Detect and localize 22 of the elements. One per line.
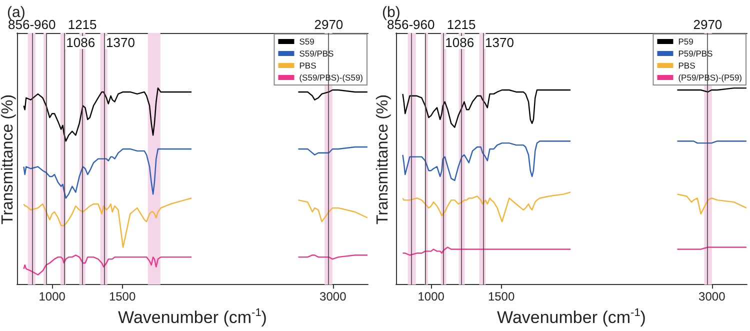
x-tick-label: 1500 <box>488 290 515 304</box>
ref-line-label: 2970 <box>314 17 344 32</box>
legend-label: PBS <box>299 60 317 70</box>
chart-title: (a) <box>7 4 26 21</box>
x-tick-label: 3000 <box>698 290 726 304</box>
x-tick-label: 1000 <box>38 290 66 304</box>
legend-label: PBS <box>678 60 696 70</box>
ref-line-label: 1086 <box>66 35 96 50</box>
ref-line-label: 1215 <box>446 17 476 32</box>
ref-line-label: 2970 <box>693 17 722 32</box>
x-tick-label: 1500 <box>108 290 136 304</box>
legend-label: P59 <box>678 36 694 46</box>
y-axis-title: Transmittance (%) <box>374 94 392 225</box>
chart-title: (b) <box>382 4 400 21</box>
legend-label: S59 <box>299 36 315 46</box>
ref-line-label: 1370 <box>485 35 514 50</box>
y-axis-title: Transmittance (%) <box>0 94 16 225</box>
x-tick-label: 3000 <box>320 290 347 304</box>
ref-line-label: 1086 <box>445 35 474 50</box>
x-tick-label: 1000 <box>418 290 445 304</box>
ref-line-label: 1370 <box>106 35 135 50</box>
ref-line-label: 1215 <box>68 17 97 32</box>
